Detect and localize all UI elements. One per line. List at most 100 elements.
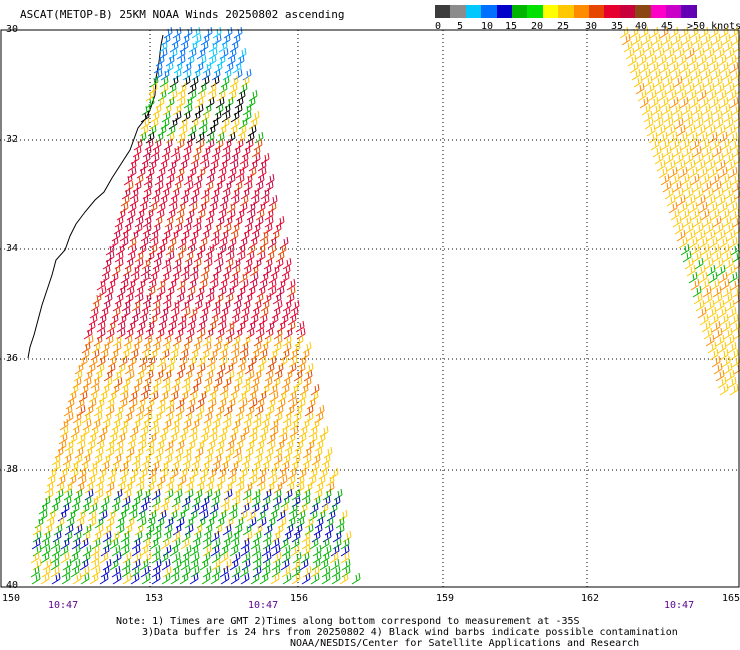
wind-barb [255, 320, 265, 333]
wind-barb [188, 306, 198, 319]
wind-barb [196, 355, 206, 368]
wind-barb [240, 502, 250, 515]
wind-barb [160, 348, 170, 361]
wind-barb [96, 355, 106, 368]
wind-barb [76, 509, 86, 522]
wind-barb [59, 425, 69, 438]
wind-barb [236, 243, 246, 256]
wind-barb [658, 131, 668, 144]
wind-barb [100, 271, 110, 284]
wind-barb [129, 425, 139, 438]
wind-barb [155, 54, 165, 67]
wind-barb [58, 467, 68, 480]
wind-barb [700, 208, 710, 221]
wind-barb [653, 40, 663, 53]
wind-barb [100, 565, 110, 578]
wind-barb [130, 264, 140, 277]
wind-barb [239, 341, 249, 354]
colorbar-swatch [589, 5, 605, 18]
wind-barb [151, 222, 161, 235]
wind-barb [111, 418, 121, 431]
wind-barb [204, 215, 214, 228]
wind-barb [55, 481, 65, 494]
wind-barb [149, 117, 159, 130]
wind-barb [161, 383, 171, 396]
wind-barb [282, 341, 292, 354]
wind-barb [247, 390, 257, 403]
wind-barb [201, 68, 211, 81]
wind-barb [103, 292, 113, 305]
wind-barb [83, 446, 93, 459]
wind-barb [183, 96, 193, 109]
wind-barb [152, 558, 162, 571]
wind-barb [91, 418, 101, 431]
wind-barb [167, 236, 177, 249]
wind-barb [689, 26, 699, 39]
wind-barb [647, 54, 657, 67]
wind-barb [180, 33, 190, 46]
wind-barb [182, 61, 192, 74]
wind-barb [182, 222, 192, 235]
wind-barb [109, 348, 119, 361]
wind-barb [193, 299, 203, 312]
wind-barb [231, 334, 241, 347]
wind-barb [153, 481, 163, 494]
wind-barb [703, 327, 713, 340]
wind-barb [173, 488, 183, 501]
wind-barb [222, 264, 232, 277]
wind-barb [684, 222, 694, 235]
wind-barb [195, 439, 205, 452]
wind-barb [717, 341, 727, 354]
wind-barb [704, 152, 714, 165]
wind-barb [164, 481, 174, 494]
wind-barb [170, 306, 180, 319]
wind-barb [320, 460, 330, 473]
wind-barb [676, 194, 686, 207]
wind-barb [164, 327, 174, 340]
wind-barb [231, 306, 241, 319]
wind-barb [665, 82, 675, 95]
wind-barb [219, 565, 229, 578]
wind-barb [262, 488, 272, 501]
wind-barb [729, 61, 739, 74]
wind-barb [174, 327, 184, 340]
wind-barb [162, 103, 172, 116]
wind-barb [308, 467, 318, 480]
wind-barb [195, 285, 205, 298]
wind-barb [728, 271, 738, 284]
wind-barb [709, 26, 719, 39]
wind-barb [145, 362, 155, 375]
wind-barb [720, 138, 730, 151]
wind-barb [191, 453, 201, 466]
wind-barb [230, 313, 240, 326]
wind-barb [189, 271, 199, 284]
wind-barb [200, 187, 210, 200]
wind-barb [273, 299, 283, 312]
wind-barb [148, 271, 158, 284]
wind-barb [183, 173, 193, 186]
wind-barb [61, 572, 71, 585]
wind-barb [718, 271, 728, 284]
wind-barb [170, 145, 180, 158]
wind-barb [71, 558, 81, 571]
wind-barb [231, 565, 241, 578]
wind-barb [729, 96, 739, 109]
wind-barb [319, 558, 329, 571]
wind-barb [145, 166, 155, 179]
wind-barb [236, 362, 246, 375]
wind-barb [663, 110, 673, 123]
wind-barb [164, 488, 174, 501]
wind-barb [80, 502, 90, 515]
wind-barb [625, 47, 635, 60]
wind-barb [42, 558, 52, 571]
wind-barb [205, 131, 215, 144]
wind-barb [682, 180, 692, 193]
wind-barb [145, 439, 155, 452]
coastline [27, 34, 164, 359]
wind-barb [238, 82, 248, 95]
wind-barb [208, 47, 218, 60]
wind-barb [273, 369, 283, 382]
wind-barb [310, 418, 320, 431]
colorbar-swatch [666, 5, 682, 18]
wind-barb [339, 572, 349, 585]
